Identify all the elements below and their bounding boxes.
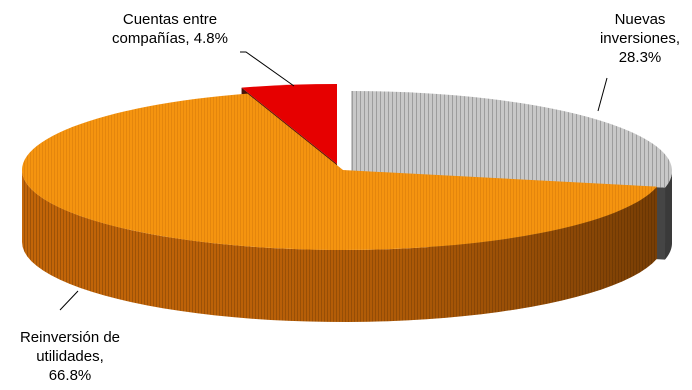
pie-slice-side-shade-2 bbox=[22, 170, 658, 322]
data-label-2: Reinversión de utilidades, 66.8% bbox=[20, 329, 120, 384]
pie-slice-3 bbox=[241, 84, 337, 164]
leader-line-1 bbox=[597, 77, 608, 112]
pie-slice-2 bbox=[22, 93, 658, 251]
leader-line-3 bbox=[240, 51, 295, 87]
pie-slice-side-1 bbox=[665, 171, 672, 260]
data-label-3: Cuentas entre compañías, 4.8% bbox=[112, 11, 228, 47]
leader-line-2 bbox=[59, 290, 79, 311]
pie-slice-1 bbox=[351, 91, 673, 188]
data-label-1: Nuevas inversiones, 28.3% bbox=[600, 11, 680, 66]
